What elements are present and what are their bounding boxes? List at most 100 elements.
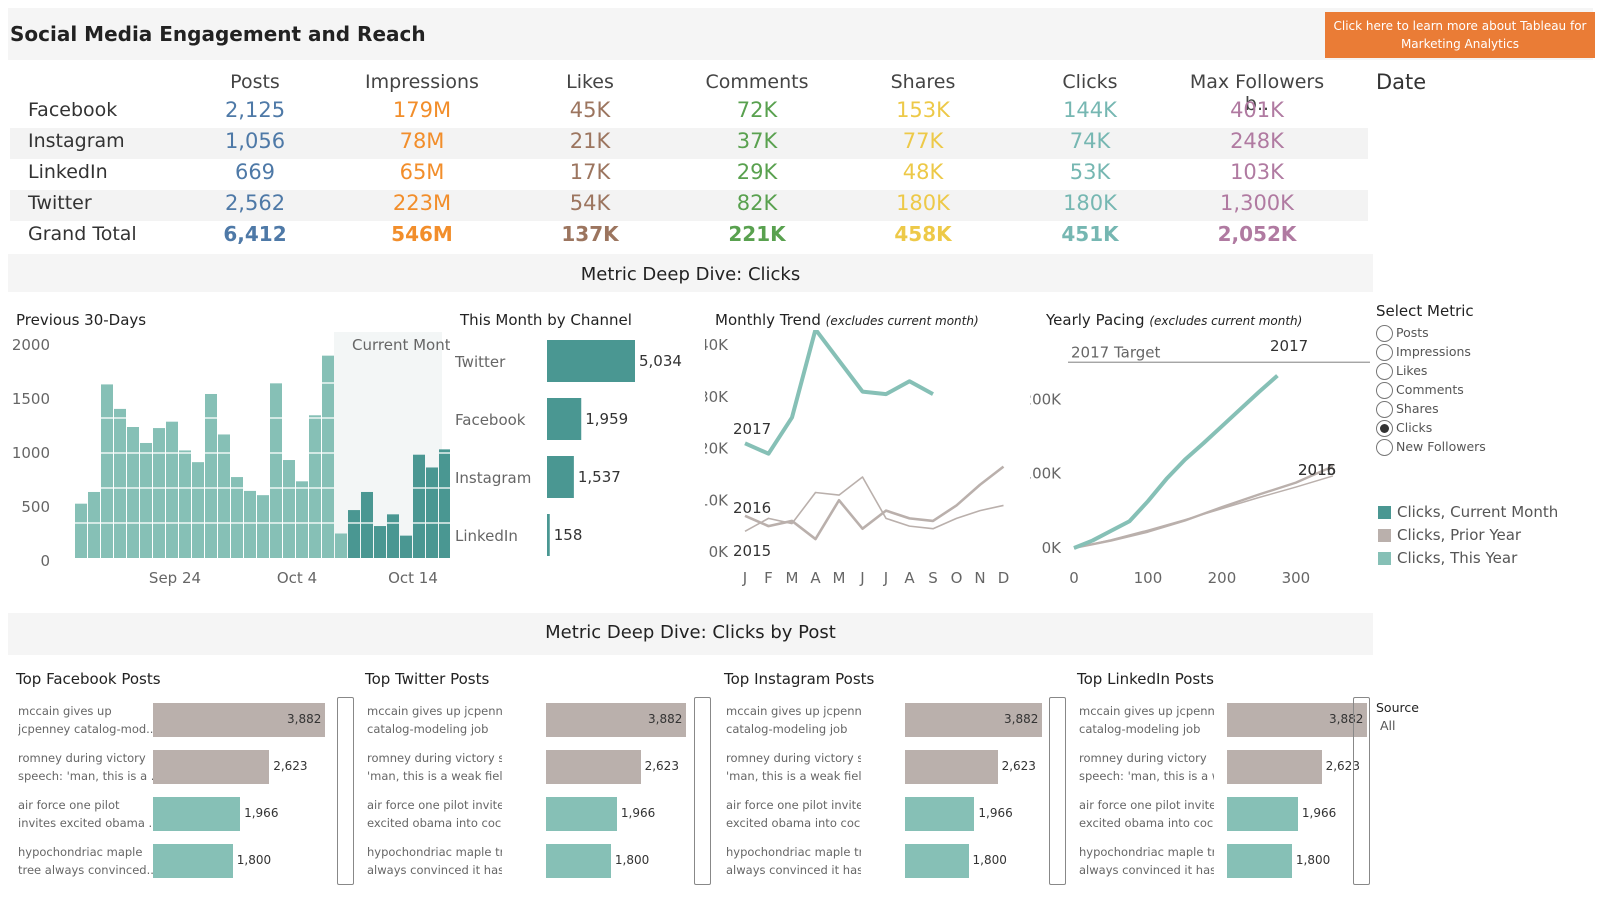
monthly-trend-title: Monthly Trend (excludes current month) xyxy=(715,311,979,329)
learn-more-button[interactable]: Click here to learn more about Tableau f… xyxy=(1325,12,1595,58)
kpi-value: 248K xyxy=(1230,129,1284,153)
panel-scrollbar[interactable] xyxy=(1049,697,1066,885)
radio-circle[interactable] xyxy=(1376,382,1393,399)
kpi-value: 77K xyxy=(902,129,944,153)
bar xyxy=(309,415,321,558)
kpi-value: 17K xyxy=(569,160,611,184)
post-bar[interactable] xyxy=(153,750,270,784)
kpi-value: 153K xyxy=(896,98,950,122)
radio-circle[interactable] xyxy=(1376,420,1393,437)
panel-scrollbar[interactable] xyxy=(1353,697,1370,885)
metric-radio-clicks[interactable]: Clicks xyxy=(1376,419,1576,438)
bar xyxy=(257,495,269,558)
post-label: mccain gives up jcpenney catalog-modeling… xyxy=(367,702,502,738)
metric-radio-impressions[interactable]: Impressions xyxy=(1376,343,1576,362)
post-bar-value: 3,882 xyxy=(1329,712,1364,726)
bar xyxy=(153,428,165,558)
channel-bar xyxy=(547,398,582,440)
legend-label: Clicks, Current Month xyxy=(1397,503,1559,521)
series-label-2017: 2017 xyxy=(733,420,771,438)
post-bar[interactable] xyxy=(546,797,617,831)
post-label-line: air force one pilot invites xyxy=(726,798,861,812)
legend-label: Clicks, This Year xyxy=(1397,549,1518,567)
metric-radio-new-followers[interactable]: New Followers xyxy=(1376,438,1576,457)
post-bar[interactable] xyxy=(153,703,325,737)
bar xyxy=(114,408,126,558)
y-tick-label: 100K xyxy=(1030,465,1062,483)
post-bar[interactable] xyxy=(905,797,975,831)
kpi-row-label: Instagram xyxy=(28,130,125,152)
x-tick-label: N xyxy=(974,569,985,587)
post-label-line: catalog-modeling job xyxy=(367,722,489,736)
by-channel-chart: Twitter 5,034 Facebook 1,959 Instagram 1,537 L… xyxy=(455,340,682,556)
bar xyxy=(218,434,230,558)
kpi-value: 6,412 xyxy=(223,222,287,246)
kpi-row-0: Facebook 2,125 179M 45K 72K 153K 144K 401K xyxy=(10,97,1368,128)
post-bar[interactable] xyxy=(153,797,241,831)
bar xyxy=(140,442,152,558)
post-bar[interactable] xyxy=(546,844,611,878)
post-bar[interactable] xyxy=(905,844,969,878)
radio-circle[interactable] xyxy=(1376,439,1393,456)
metric-radio-shares[interactable]: Shares xyxy=(1376,400,1576,419)
series-line-2017 xyxy=(744,330,934,456)
radio-circle[interactable] xyxy=(1376,344,1393,361)
monthly-trend-subtitle: (excludes current month) xyxy=(825,314,979,328)
panel-scrollbar[interactable] xyxy=(337,697,354,885)
post-bar[interactable] xyxy=(1227,797,1298,831)
post-bar[interactable] xyxy=(1227,844,1292,878)
kpi-value: 2,562 xyxy=(224,191,286,215)
monthly-trend-title-text: Monthly Trend xyxy=(715,311,821,329)
post-label: mccain gives up jcpenney catalog-mod.. xyxy=(18,702,153,738)
post-bar[interactable] xyxy=(153,844,233,878)
kpi-value: 53K xyxy=(1069,160,1111,184)
channel-value: 158 xyxy=(554,526,583,544)
legend-label: Clicks, Prior Year xyxy=(1397,526,1522,544)
y-tick-label: 1500 xyxy=(12,390,50,408)
post-bar[interactable] xyxy=(905,750,998,784)
post-label-line: 'man, this is a weak field' xyxy=(367,769,502,783)
kpi-header-4: Shares xyxy=(890,71,956,93)
bar xyxy=(101,384,113,558)
select-metric-title: Select Metric xyxy=(1376,302,1474,320)
radio-circle[interactable] xyxy=(1376,401,1393,418)
kpi-header-5: Clicks xyxy=(1062,71,1118,93)
source-filter-value[interactable]: All xyxy=(1380,718,1396,733)
post-bar[interactable] xyxy=(1227,750,1322,784)
x-tick-label: M xyxy=(786,569,799,587)
kpi-header-0: Posts xyxy=(230,71,280,93)
yearly-pacing-subtitle: (excludes current month) xyxy=(1149,314,1303,328)
radio-circle[interactable] xyxy=(1376,363,1393,380)
post-label-line: tree always convinced.. xyxy=(18,863,153,877)
series-label-2016: 2016 xyxy=(733,499,771,517)
post-label-line: 'man, this is a weak field' xyxy=(726,769,861,783)
y-tick-label: 30K xyxy=(705,388,729,406)
post-bar[interactable] xyxy=(905,703,1042,737)
post-label-line: hypochondriac maple tree xyxy=(726,845,861,859)
y-tick-label: 200K xyxy=(1030,390,1062,408)
metric-radio-posts[interactable]: Posts xyxy=(1376,324,1576,343)
metric-radio-comments[interactable]: Comments xyxy=(1376,381,1576,400)
x-tick-label: 300 xyxy=(1282,569,1311,587)
post-label: romney during victory speech: 'man, this … xyxy=(726,749,861,785)
kpi-header-2: Likes xyxy=(566,71,614,93)
post-label: romney during victory speech: 'man, this … xyxy=(18,749,153,785)
kpi-row-3: Twitter 2,562 223M 54K 82K 180K 180K 1,300K xyxy=(10,190,1368,221)
kpi-value: 82K xyxy=(736,191,778,215)
kpi-row-1: Instagram 1,056 78M 21K 37K 77K 74K 248K xyxy=(10,128,1368,159)
radio-circle[interactable] xyxy=(1376,325,1393,342)
post-label: air force one pilot invites excited obama… xyxy=(367,796,502,832)
metric-radio-likes[interactable]: Likes xyxy=(1376,362,1576,381)
channel-bar xyxy=(547,456,574,498)
post-bar-value: 3,882 xyxy=(287,712,322,726)
post-bar[interactable] xyxy=(546,750,641,784)
current-month-label: Current Month xyxy=(352,336,450,354)
post-bar[interactable] xyxy=(546,703,686,737)
bar xyxy=(205,393,217,558)
post-bar[interactable] xyxy=(1227,703,1367,737)
post-label-line: air force one pilot invites xyxy=(1079,798,1214,812)
pacing-line-2017 xyxy=(1073,374,1279,550)
kpi-row-label: Twitter xyxy=(28,192,92,214)
panel-scrollbar[interactable] xyxy=(694,697,711,885)
post-panel-title: Top LinkedIn Posts xyxy=(1077,670,1214,688)
